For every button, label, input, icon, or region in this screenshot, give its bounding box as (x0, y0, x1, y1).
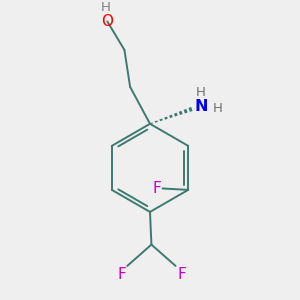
Text: F: F (117, 267, 126, 282)
Text: H: H (101, 2, 111, 14)
Text: N: N (194, 99, 208, 114)
Text: F: F (152, 181, 161, 196)
Text: O: O (101, 14, 113, 29)
Text: H: H (196, 86, 206, 99)
Text: H: H (213, 102, 223, 115)
Text: F: F (177, 267, 186, 282)
